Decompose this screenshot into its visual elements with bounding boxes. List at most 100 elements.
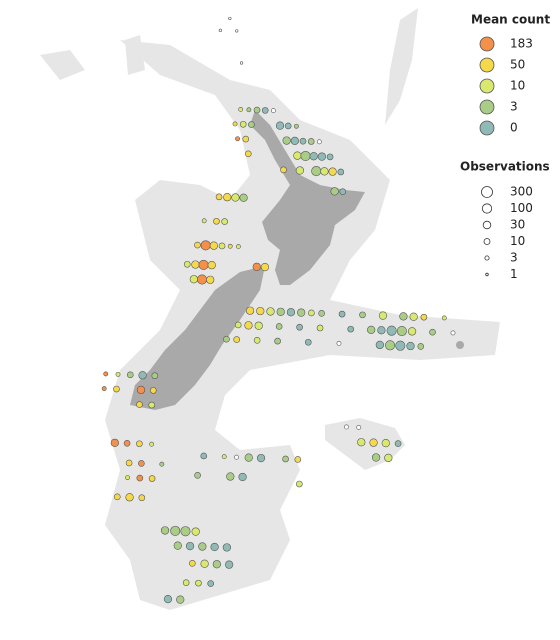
data-point	[337, 168, 345, 176]
legend-label: 0	[510, 121, 518, 135]
data-point	[252, 262, 261, 271]
data-point	[385, 340, 396, 351]
data-point	[304, 338, 312, 346]
data-point	[282, 136, 291, 145]
data-point	[295, 166, 305, 175]
legend-label: 10	[510, 234, 525, 248]
data-point	[194, 241, 201, 249]
data-point	[207, 261, 216, 270]
data-point	[197, 274, 208, 285]
data-point	[297, 308, 306, 317]
data-point	[183, 260, 191, 268]
data-point	[294, 456, 302, 463]
data-point	[395, 340, 406, 351]
data-point	[160, 526, 170, 535]
data-point	[261, 107, 269, 114]
data-point	[195, 579, 202, 587]
data-point	[286, 308, 296, 317]
legend-label: 300	[510, 185, 533, 199]
data-point	[176, 595, 185, 604]
data-point	[260, 263, 270, 272]
data-point	[248, 121, 255, 128]
data-point	[101, 386, 107, 391]
data-point	[293, 151, 302, 160]
data-point	[198, 542, 207, 551]
data-point	[148, 475, 156, 482]
data-point	[125, 493, 134, 502]
legend-swatch	[479, 120, 495, 136]
data-point	[200, 559, 209, 568]
data-point	[356, 424, 362, 430]
data-point	[226, 472, 235, 481]
data-point	[381, 438, 390, 448]
data-point	[198, 259, 209, 270]
legend-swatch	[479, 78, 495, 94]
data-point	[369, 438, 378, 447]
data-point	[254, 321, 263, 330]
data-point	[189, 275, 198, 284]
data-point	[189, 560, 196, 567]
data-point	[207, 580, 214, 587]
data-point	[276, 307, 285, 316]
data-point	[200, 240, 211, 251]
data-point	[191, 260, 200, 269]
data-point	[136, 401, 143, 408]
data-point	[290, 136, 299, 145]
data-point	[386, 325, 397, 336]
legend-label: 10	[510, 79, 525, 93]
data-point	[235, 244, 241, 249]
data-point	[149, 441, 155, 447]
data-point	[238, 107, 244, 112]
data-point	[235, 136, 240, 142]
legend-title: Mean count	[471, 13, 550, 27]
data-point	[138, 460, 145, 467]
data-point	[244, 150, 252, 158]
data-point	[239, 61, 244, 65]
data-point	[296, 480, 303, 488]
data-point	[233, 336, 240, 343]
data-point	[406, 341, 415, 351]
data-point	[239, 193, 248, 202]
data-point	[201, 218, 207, 224]
data-point	[209, 241, 218, 250]
data-point	[339, 188, 347, 195]
data-point	[309, 152, 318, 161]
data-point	[296, 323, 303, 331]
data-point	[253, 337, 261, 344]
data-point	[234, 321, 242, 329]
data-point	[221, 454, 227, 460]
data-point	[191, 527, 200, 536]
data-point	[210, 542, 219, 552]
data-point	[317, 152, 327, 161]
data-point	[316, 139, 322, 145]
data-point	[125, 459, 133, 467]
data-point	[206, 275, 215, 284]
data-point	[182, 579, 190, 586]
data-point	[244, 453, 253, 462]
data-point	[394, 440, 402, 447]
data-point	[299, 137, 307, 145]
data-point	[149, 387, 157, 394]
data-point	[231, 193, 240, 202]
data-point	[371, 453, 381, 462]
legend-label: 50	[510, 58, 525, 72]
data-point	[266, 307, 275, 316]
data-point	[330, 187, 339, 196]
data-point	[228, 16, 232, 21]
data-point	[110, 438, 119, 447]
data-point	[232, 121, 238, 127]
data-point	[200, 452, 208, 460]
legend-swatch	[479, 36, 495, 52]
data-point	[275, 323, 283, 330]
data-point	[338, 310, 346, 318]
data-point	[311, 166, 322, 177]
legend-label: 1	[510, 267, 518, 281]
data-point	[245, 306, 255, 315]
data-point	[123, 439, 131, 447]
legend-size	[484, 255, 490, 261]
data-point	[344, 424, 349, 430]
data-point	[242, 135, 250, 143]
data-point	[103, 371, 109, 377]
data-point	[256, 453, 266, 463]
legend-label: 30	[510, 218, 525, 232]
